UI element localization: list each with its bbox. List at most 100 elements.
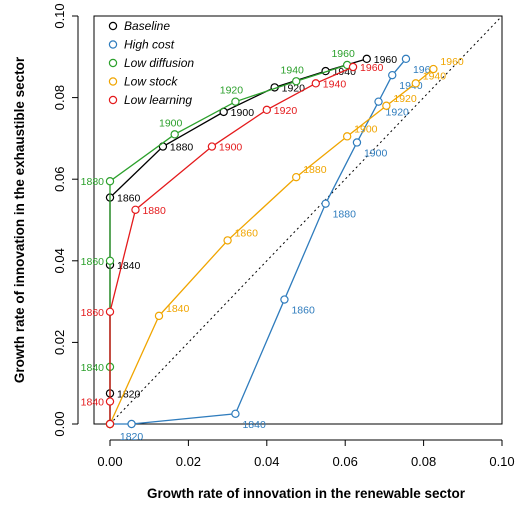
- point-year-label: 1920: [393, 93, 417, 105]
- data-point: [231, 409, 240, 418]
- point-year-label: 1820: [117, 388, 141, 400]
- point-year-label: 1940: [423, 70, 447, 82]
- data-point: [170, 130, 179, 139]
- series-line-high-cost: [110, 58, 407, 425]
- data-point: [105, 397, 115, 406]
- legend-marker-low-diffusion: [108, 58, 118, 68]
- data-point: [362, 54, 371, 64]
- legend-label-low-stock: Low stock: [124, 75, 178, 89]
- series-layer: 1820184018601880190019201940196018201840…: [81, 48, 464, 443]
- y-tick-label: 0.02: [52, 330, 67, 355]
- point-year-label: 1860: [117, 193, 141, 205]
- data-point: [292, 172, 301, 182]
- data-point: [429, 64, 438, 74]
- point-year-label: 1900: [219, 142, 243, 154]
- point-year-label: 1840: [81, 362, 105, 374]
- y-axis-title: Growth rate of innovation in the exhaust…: [12, 56, 27, 383]
- data-point: [105, 256, 115, 265]
- data-point: [131, 205, 140, 214]
- point-year-label: 1900: [231, 107, 255, 119]
- legend-label-high-cost: High cost: [124, 38, 175, 52]
- data-point: [105, 307, 115, 316]
- series-line-low-stock: [109, 68, 434, 425]
- point-year-label: 1860: [81, 307, 105, 319]
- point-year-label: 1960: [374, 54, 398, 66]
- y-tick-label: 0.04: [52, 248, 67, 273]
- data-point: [280, 295, 289, 304]
- y-tick-label: 0.06: [52, 167, 67, 192]
- data-point: [231, 97, 240, 106]
- data-point: [342, 132, 352, 141]
- y-tick-label: 0.00: [52, 411, 67, 436]
- point-year-label: 1840: [242, 419, 266, 431]
- point-year-label: 1880: [303, 164, 327, 176]
- point-year-label: 1860: [235, 227, 259, 239]
- point-year-label: 1920: [274, 105, 298, 117]
- legend-label-baseline: Baseline: [124, 19, 170, 33]
- point-year-label: 1920: [220, 85, 244, 97]
- plot-frame: [93, 15, 503, 425]
- point-year-label: 1920: [386, 107, 410, 119]
- point-year-label: 1900: [159, 117, 183, 129]
- y-axis: 0.00 0.02 0.04 0.06 0.08 0.10: [52, 3, 79, 437]
- data-point: [374, 97, 383, 106]
- point-year-label: 1900: [354, 123, 378, 135]
- point-year-label: 1880: [81, 176, 105, 188]
- point-year-label: 1840: [81, 397, 105, 409]
- x-axis: 0.00 0.02 0.04 0.06 0.08 0.10: [97, 439, 515, 469]
- data-point: [292, 77, 301, 86]
- data-point: [105, 419, 115, 429]
- point-year-label: 1860: [291, 305, 315, 317]
- data-point: [382, 101, 391, 110]
- y-tick-label: 0.08: [52, 85, 67, 110]
- data-point: [352, 138, 362, 147]
- x-tick-label: 0.06: [333, 454, 358, 469]
- data-point: [207, 142, 217, 151]
- x-tick-label: 0.02: [176, 454, 201, 469]
- x-axis-title: Growth rate of innovation in the renewab…: [147, 486, 466, 501]
- point-year-label: 1920: [282, 82, 306, 94]
- x-tick-label: 0.04: [254, 454, 279, 469]
- data-point: [321, 199, 330, 208]
- point-year-label: 1820: [120, 431, 144, 443]
- data-point: [348, 62, 358, 72]
- legend-label-low-learning: Low learning: [124, 93, 192, 107]
- point-year-label: 1840: [166, 303, 190, 315]
- series-line-low-learning: [109, 66, 354, 424]
- point-year-label: 1900: [364, 147, 388, 159]
- legend: Baseline High cost Low diffusion Low stock L…: [108, 19, 194, 107]
- point-year-label: 1960: [360, 62, 384, 74]
- data-point: [401, 54, 411, 64]
- point-year-label: 1880: [142, 205, 166, 217]
- legend-label-low-diffusion: Low diffusion: [124, 56, 194, 70]
- data-point: [311, 79, 320, 88]
- reference-diagonal: [109, 15, 503, 425]
- point-year-label: 1960: [440, 56, 464, 68]
- data-point: [154, 311, 164, 321]
- point-year-label: 1880: [333, 209, 357, 221]
- data-point: [388, 70, 397, 80]
- x-tick-label: 0.08: [411, 454, 436, 469]
- data-point: [127, 419, 136, 429]
- point-year-label: 1960: [331, 48, 355, 60]
- legend-marker-low-learning: [108, 95, 118, 105]
- point-year-label: 1880: [170, 142, 194, 154]
- point-year-label: 1860: [81, 256, 105, 268]
- legend-marker-baseline: [108, 21, 118, 31]
- point-year-label: 1940: [323, 78, 347, 90]
- data-point: [262, 105, 271, 115]
- x-tick-label: 0.10: [489, 454, 514, 469]
- legend-marker-low-stock: [108, 77, 118, 86]
- data-point: [411, 79, 420, 88]
- legend-marker-high-cost: [108, 40, 118, 49]
- data-point: [105, 177, 115, 186]
- data-point: [223, 236, 232, 245]
- x-tick-label: 0.00: [97, 454, 122, 469]
- point-year-label: 1940: [281, 64, 305, 76]
